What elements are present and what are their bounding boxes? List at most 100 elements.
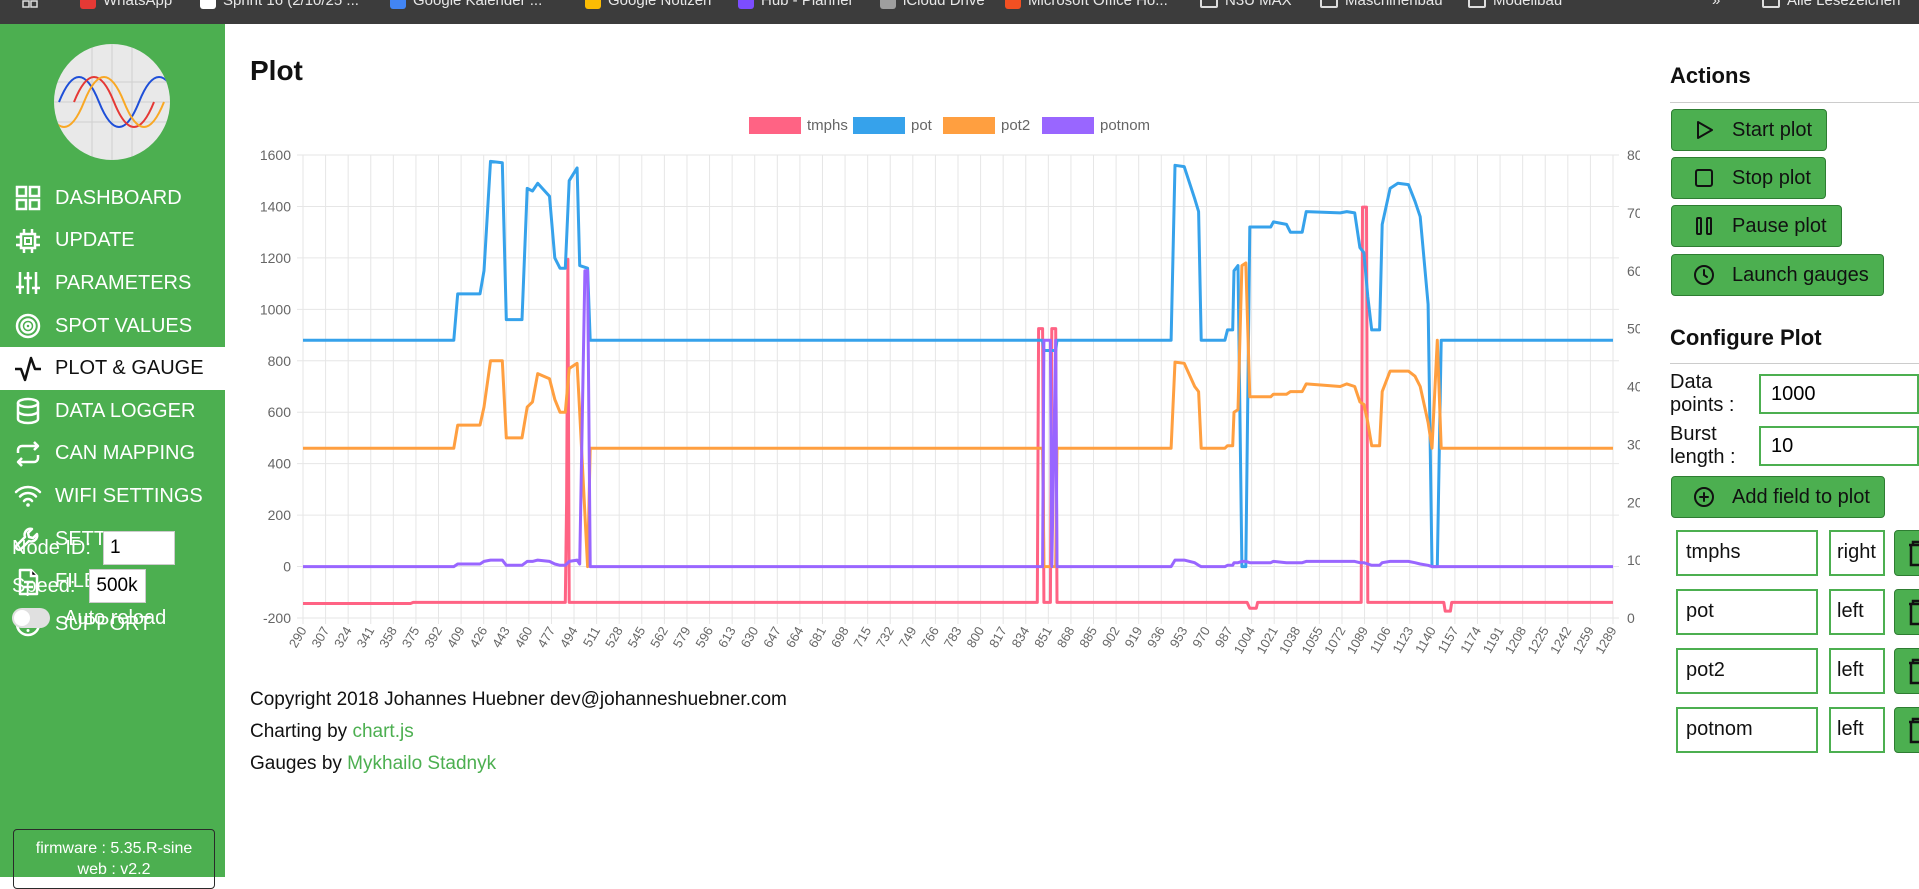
pause-plot-button[interactable]: Pause plot	[1671, 205, 1842, 247]
x-tick-label: 868	[1054, 624, 1078, 650]
sidebar-item-label: SPOT VALUES	[55, 314, 193, 337]
x-tick-label: 681	[805, 624, 829, 650]
apps-grid-icon[interactable]	[22, 0, 38, 8]
y-left-tick-label: 400	[268, 456, 292, 472]
x-tick-label: 545	[625, 624, 649, 650]
x-tick-label: 1004	[1231, 624, 1258, 657]
bookmarks-bar: WhatsApp Sprint 16 (2/10/25 ... Google Kal…	[0, 0, 1919, 24]
launch-gauges-label: Launch gauges	[1732, 263, 1869, 286]
pause-icon	[1696, 217, 1712, 235]
start-plot-button[interactable]: Start plot	[1671, 109, 1828, 151]
x-tick-label: 919	[1121, 624, 1145, 650]
speed-label: Speed:	[12, 574, 76, 597]
x-tick-label: 1140	[1412, 624, 1439, 656]
sidebar-item-update[interactable]: UPDATE	[0, 220, 225, 263]
chartjs-link[interactable]: chart.js	[352, 721, 414, 742]
x-tick-label: 1038	[1276, 624, 1303, 657]
actions-divider	[1670, 102, 1919, 103]
bookmark-item[interactable]: Sprint 16 (2/10/25 ...	[200, 0, 359, 9]
bookmark-item[interactable]: Google Notizen	[585, 0, 711, 9]
legend-swatch	[853, 117, 905, 134]
sidebar-item-data-logger[interactable]: DATA LOGGER	[0, 390, 225, 433]
target-icon	[12, 310, 44, 342]
delete-field-button[interactable]	[1894, 589, 1919, 635]
x-tick-label: 1055	[1299, 624, 1326, 657]
delete-field-button[interactable]	[1894, 530, 1919, 576]
x-tick-label: 596	[692, 624, 716, 650]
field-name-input[interactable]: tmphs	[1676, 530, 1818, 576]
field-name-input[interactable]: potnom	[1676, 707, 1818, 753]
y-left-tick-label: 800	[268, 353, 292, 369]
x-tick-label: 392	[421, 624, 445, 650]
add-field-button[interactable]: Add field to plot	[1671, 476, 1885, 518]
delete-field-button[interactable]	[1894, 648, 1919, 694]
bookmark-item[interactable]: Google Kalender ...	[390, 0, 542, 9]
firmware-version: firmware : 5.35.R-sine	[35, 840, 193, 857]
field-axis-select[interactable]: left	[1829, 648, 1885, 694]
charting-credit: Charting by chart.js	[250, 721, 414, 743]
node-id-row: Node ID:	[12, 531, 175, 565]
launch-gauges-button[interactable]: Launch gauges	[1671, 254, 1884, 296]
app-logo[interactable]	[54, 44, 170, 160]
sidebar-item-plot-gauge[interactable]: PLOT & GAUGE	[0, 347, 225, 390]
bookmark-favicon-icon	[585, 0, 601, 9]
y-right-tick-label: 100	[1627, 552, 1640, 568]
bookmark-item[interactable]: Modellbau	[1468, 0, 1562, 9]
x-tick-label: 647	[760, 624, 784, 650]
sidebar-item-spot-values[interactable]: SPOT VALUES	[0, 305, 225, 348]
field-axis-select[interactable]: right	[1829, 530, 1885, 576]
field-name-input[interactable]: pot	[1676, 589, 1818, 635]
y-right-tick-label: 700	[1627, 205, 1640, 221]
sidebar-item-can-mapping[interactable]: CAN MAPPING	[0, 433, 225, 476]
y-left-tick-label: 1000	[260, 301, 291, 317]
bookmark-label: iCloud Drive	[903, 0, 985, 9]
more-bookmarks-icon[interactable]: »	[1712, 0, 1721, 9]
bookmark-item[interactable]: iCloud Drive	[880, 0, 985, 9]
legend-label: pot	[911, 117, 933, 134]
bookmark-item[interactable]: Microsoft Office Ho...	[1005, 0, 1168, 9]
stop-plot-button[interactable]: Stop plot	[1671, 157, 1826, 199]
speed-input[interactable]	[89, 569, 147, 603]
burst-length-input[interactable]	[1759, 426, 1919, 466]
field-axis-select[interactable]: left	[1829, 707, 1885, 753]
data-points-input[interactable]	[1759, 374, 1919, 414]
x-tick-label: 817	[986, 624, 1010, 650]
sliders-icon	[12, 267, 44, 299]
legend-swatch	[1042, 117, 1094, 134]
y-right-tick-label: 800	[1627, 147, 1640, 163]
sidebar-menu: DASHBOARD UPDATE PARAMETERS SPOT VALUES PLOT…	[0, 177, 225, 646]
plus-circle-icon	[1694, 487, 1714, 507]
bookmark-item[interactable]: N3U MAX	[1200, 0, 1292, 9]
x-tick-label: 902	[1099, 624, 1123, 650]
x-tick-label: 766	[918, 624, 942, 650]
sidebar-item-parameters[interactable]: PARAMETERS	[0, 262, 225, 305]
configure-plot-heading: Configure Plot	[1670, 325, 1822, 350]
y-left-tick-label: 1400	[260, 198, 291, 214]
bookmark-item[interactable]: Maschinenbau	[1320, 0, 1443, 9]
bookmark-label: WhatsApp	[103, 0, 173, 9]
field-name-input[interactable]: pot2	[1676, 648, 1818, 694]
node-id-input[interactable]	[102, 531, 175, 565]
sidebar-item-dashboard[interactable]: DASHBOARD	[0, 177, 225, 220]
start-plot-label: Start plot	[1732, 118, 1813, 141]
bookmark-item[interactable]: Hub - Planner	[738, 0, 854, 9]
x-tick-label: 851	[1031, 624, 1055, 650]
bookmark-item[interactable]: Alle Lesezeichen	[1762, 0, 1900, 9]
delete-field-button[interactable]	[1894, 707, 1919, 753]
field-axis-select[interactable]: left	[1829, 589, 1885, 635]
auto-reload-toggle[interactable]	[12, 608, 50, 628]
sidebar-item-label: DASHBOARD	[55, 186, 182, 209]
x-tick-label: 936	[1144, 624, 1168, 650]
sidebar-item-wifi-settings[interactable]: WIFI SETTINGS	[0, 475, 225, 518]
legend-label: potnom	[1100, 117, 1150, 134]
sidebar-item-label: SUPPORT	[55, 612, 152, 635]
page-title: Plot	[250, 55, 303, 86]
x-tick-label: 1123	[1389, 624, 1416, 656]
folder-icon	[1320, 0, 1338, 8]
actions-heading: Actions	[1670, 63, 1751, 88]
bookmark-item[interactable]: WhatsApp	[80, 0, 172, 9]
gauges-author-link[interactable]: Mykhailo Stadnyk	[347, 753, 497, 774]
play-icon	[1697, 121, 1713, 139]
trash-icon	[1909, 717, 1919, 744]
